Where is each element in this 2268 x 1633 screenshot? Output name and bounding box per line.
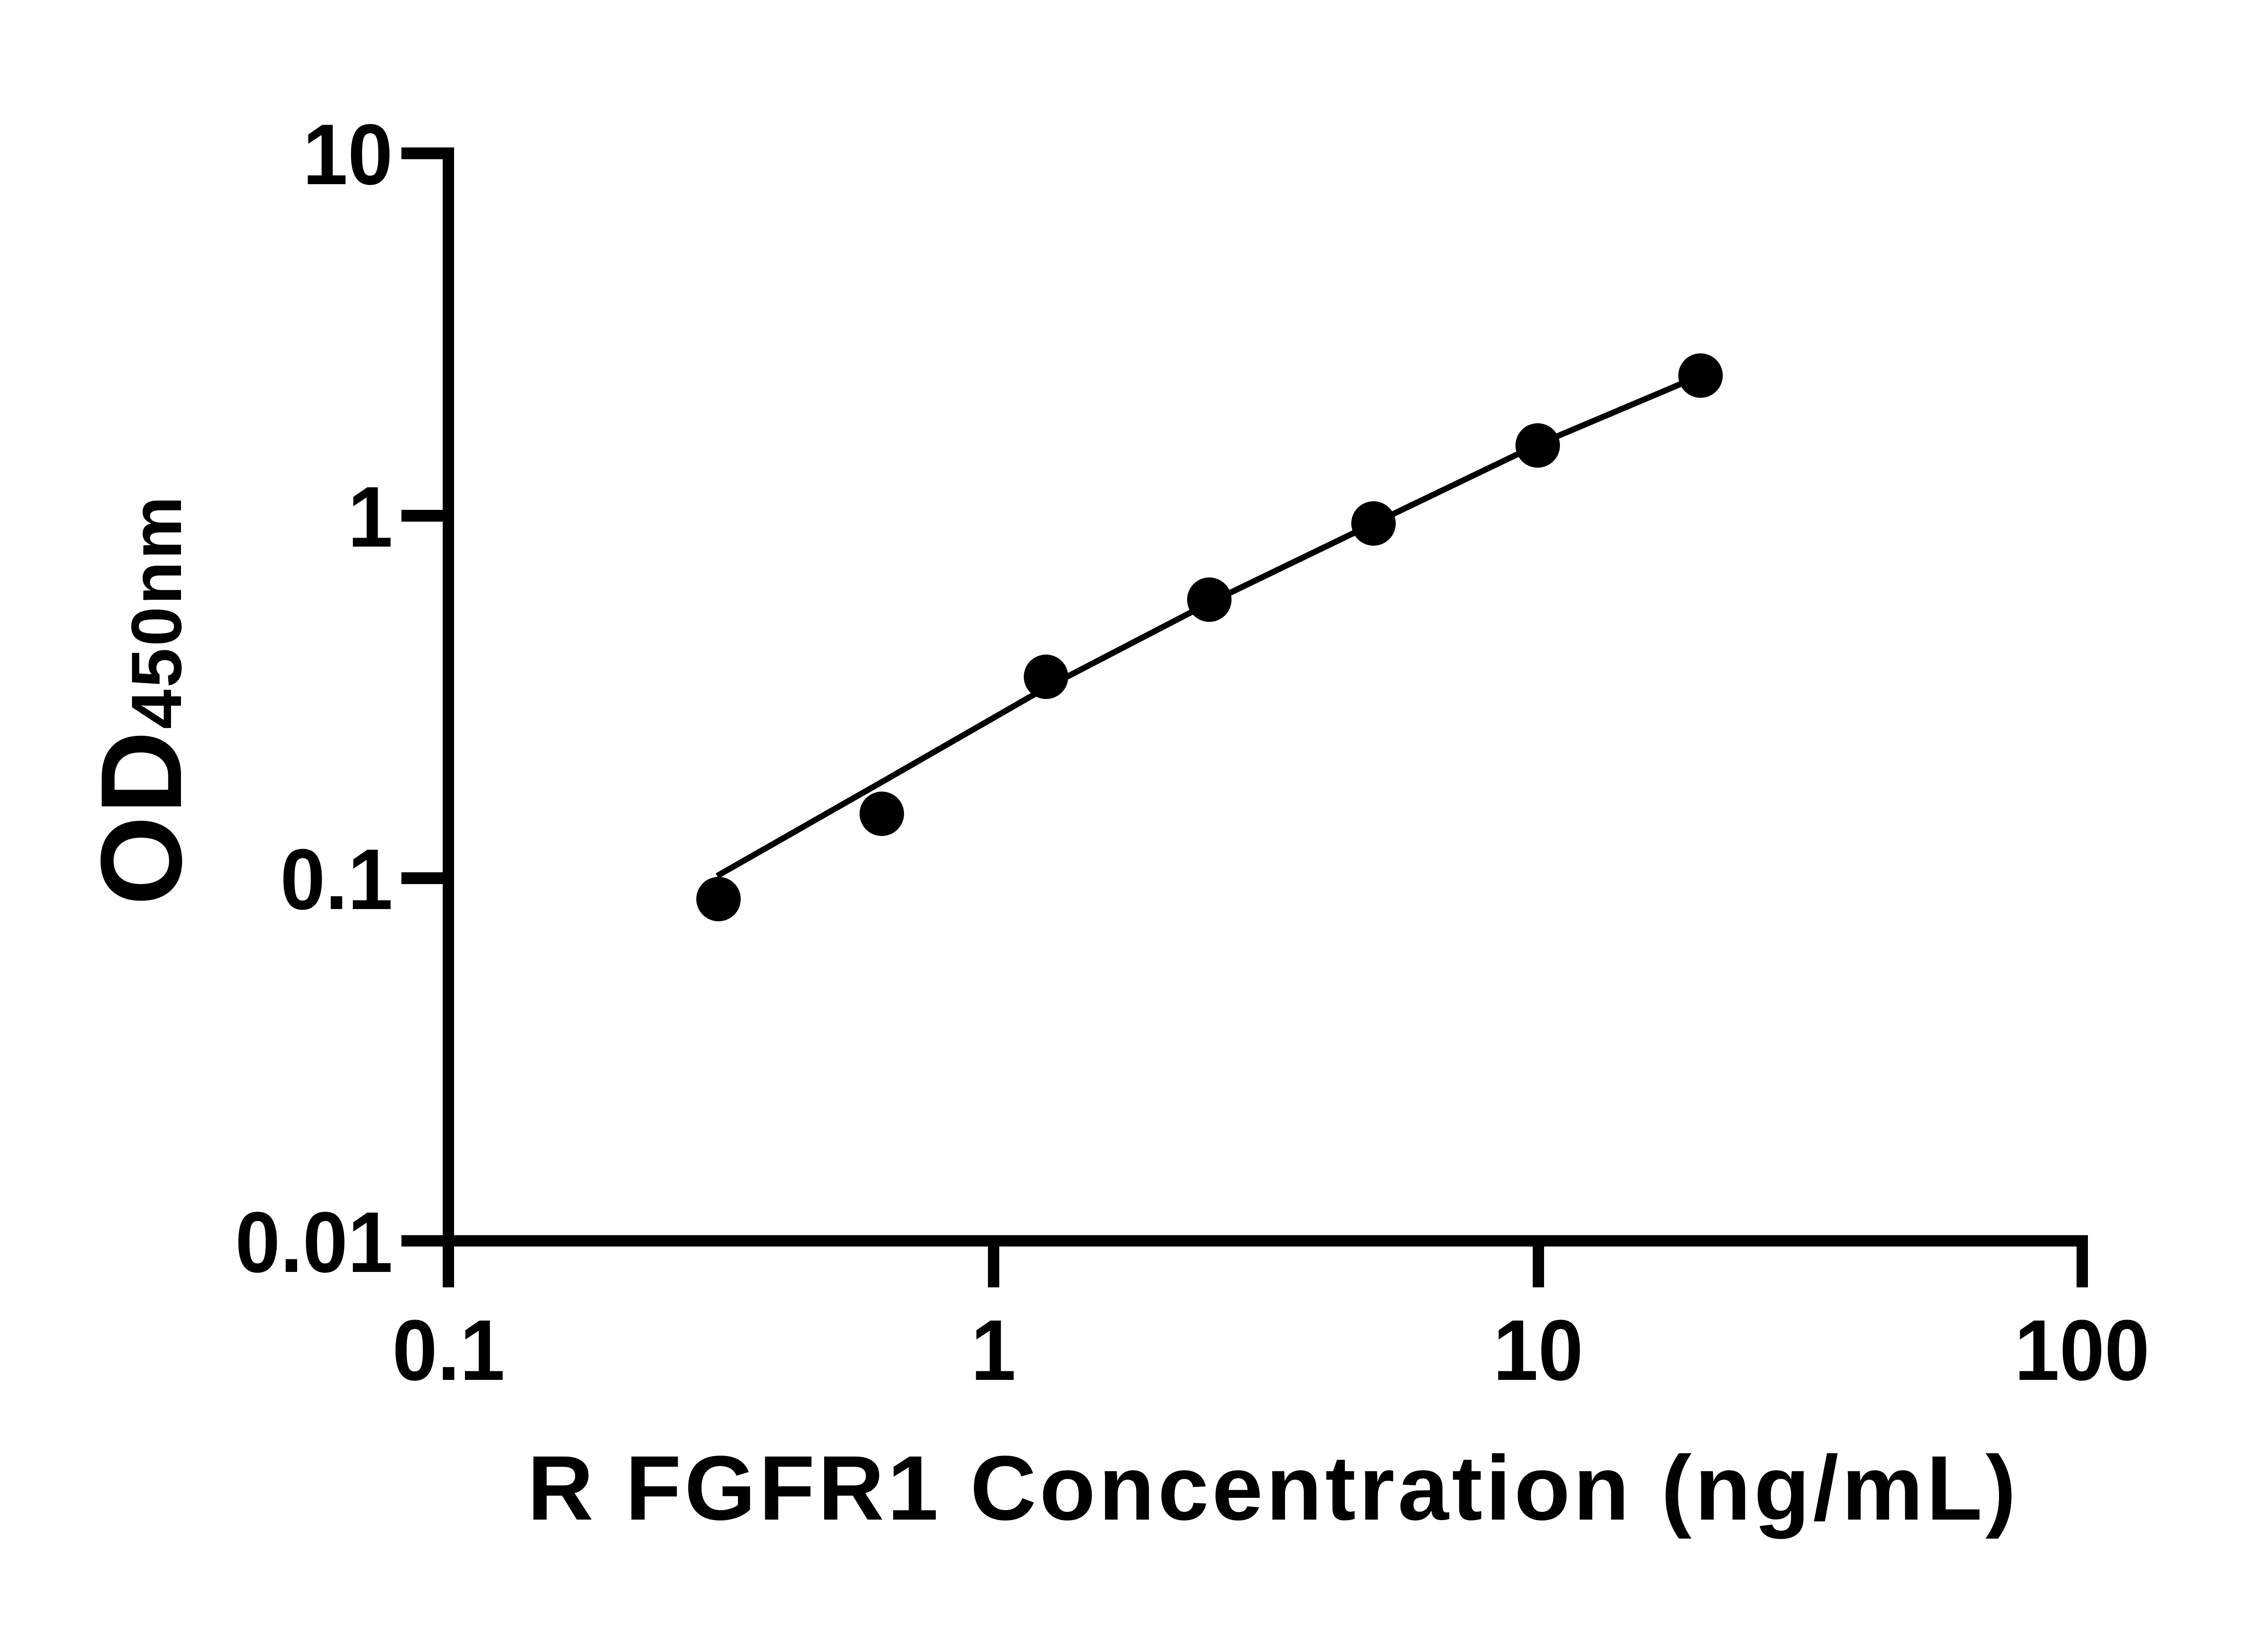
svg-text:0.01: 0.01 xyxy=(235,1194,393,1291)
svg-text:1: 1 xyxy=(971,1302,1016,1398)
svg-text:100: 100 xyxy=(2014,1302,2150,1398)
svg-text:0.1: 0.1 xyxy=(392,1302,505,1398)
svg-text:OD450nm: OD450nm xyxy=(77,494,205,905)
svg-text:1: 1 xyxy=(348,469,393,565)
svg-text:10: 10 xyxy=(1493,1302,1584,1398)
svg-text:0.1: 0.1 xyxy=(280,831,393,928)
svg-text:10: 10 xyxy=(303,107,393,203)
svg-text:R FGFR1 Concentration (ng/mL): R FGFR1 Concentration (ng/mL) xyxy=(528,1437,2019,1539)
